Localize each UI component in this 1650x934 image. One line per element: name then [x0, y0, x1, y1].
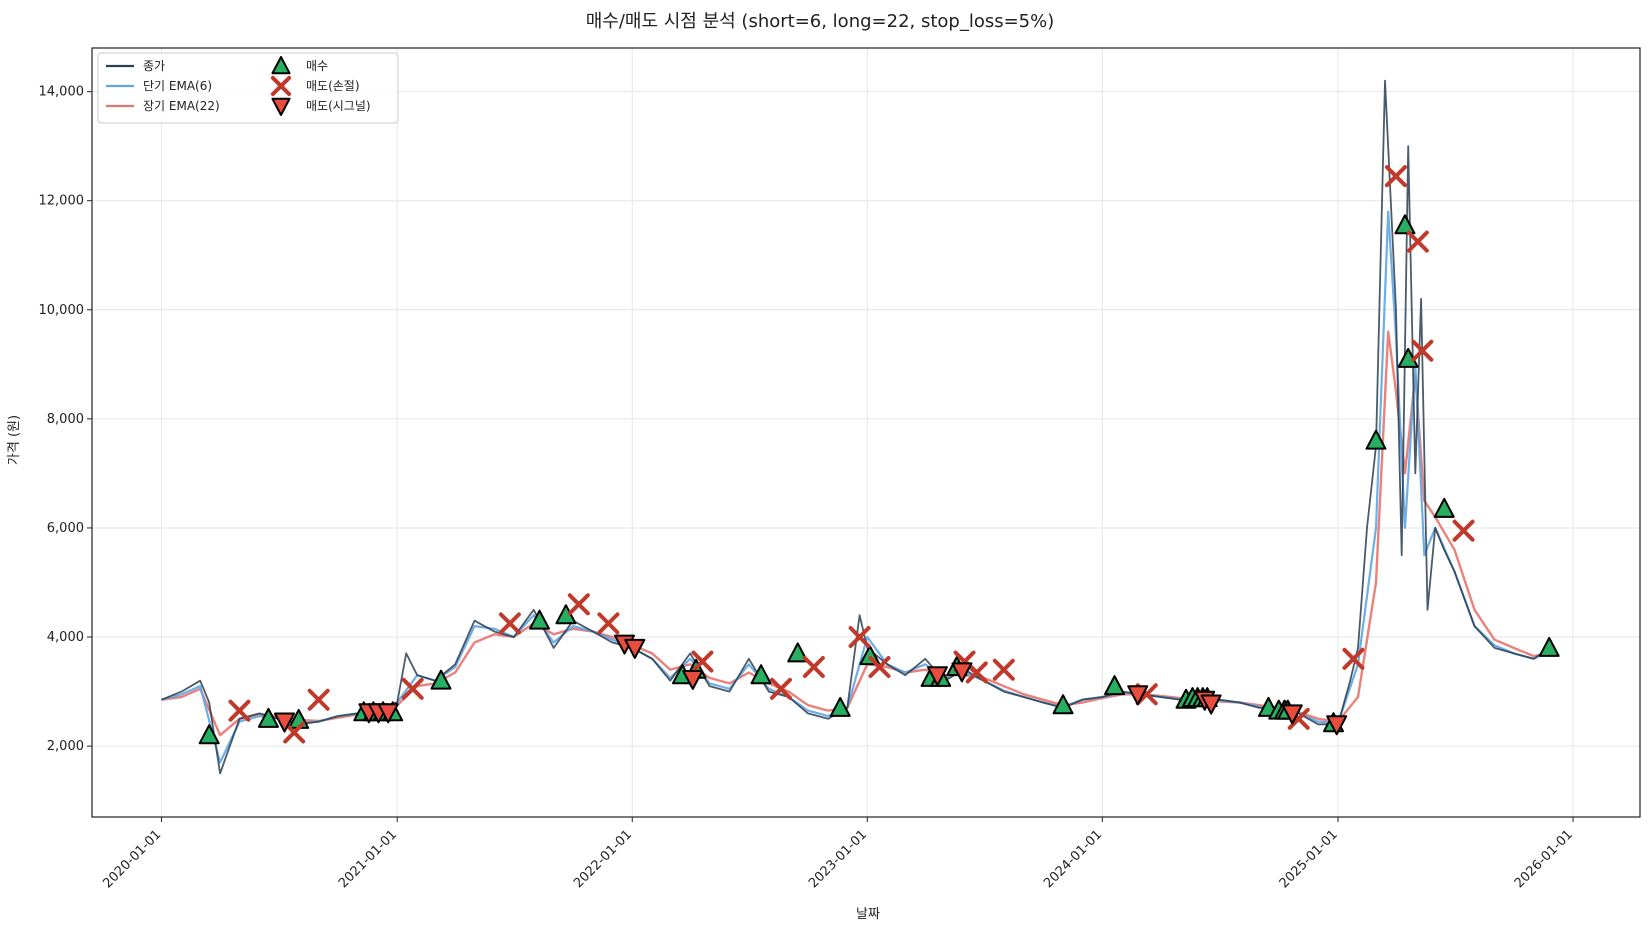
- legend-box: [97, 52, 399, 124]
- buy-marker: [1394, 214, 1416, 235]
- y-tick-label: 10,000: [39, 303, 85, 318]
- stoploss-sell-marker-stroke: [567, 593, 590, 616]
- stoploss-sell-marker-stroke: [1411, 339, 1434, 362]
- y-tick-label: 12,000: [39, 194, 85, 209]
- stoploss-sell-marker-stroke: [283, 721, 306, 744]
- x-tick-label: 2020-01-01: [100, 827, 164, 891]
- x-tick-label: 2023-01-01: [806, 827, 870, 891]
- stoploss-sell-marker-stroke: [307, 688, 330, 711]
- stoploss-sell-marker: [1452, 519, 1475, 542]
- stoploss-sell-marker: [848, 626, 871, 649]
- y-tick-label: 8,000: [47, 412, 84, 427]
- stoploss-sell-marker-stroke: [802, 656, 825, 679]
- x-axis-label: 날짜: [856, 907, 880, 922]
- buy-marker: [1365, 429, 1387, 450]
- stoploss-sell-marker-stroke: [691, 650, 714, 673]
- signal-sell-marker: [682, 670, 704, 691]
- stoploss-sell-marker-stroke: [1342, 647, 1365, 670]
- legend-label: 단기 EMA(6): [143, 79, 212, 93]
- stoploss-sell-marker-stroke: [965, 661, 988, 684]
- stoploss-sell-marker: [802, 656, 825, 679]
- stoploss-sell-marker-stroke: [228, 699, 251, 722]
- x-axis: 2020-01-01 2021-01-01 2022-01-01 2023-01-01…: [100, 817, 1576, 891]
- buy-marker: [257, 707, 279, 728]
- stoploss-sell-marker: [992, 658, 1015, 681]
- buy-marker: [1052, 694, 1074, 715]
- stoploss-sell-marker: [1384, 165, 1407, 188]
- legend-marker-1-stroke: [270, 75, 292, 97]
- buy-marker: [829, 696, 851, 717]
- stoploss-sell-marker: [1342, 647, 1365, 670]
- stoploss-sell-marker-stroke: [1287, 707, 1310, 730]
- x-tick-label: 2021-01-01: [336, 827, 400, 891]
- stoploss-sell-marker-stroke: [1406, 230, 1429, 253]
- stoploss-sell-marker: [1411, 339, 1434, 362]
- stoploss-sell-marker: [868, 656, 891, 679]
- x-tick-label: 2025-01-01: [1277, 827, 1341, 891]
- stoploss-sell-marker-stroke: [1384, 165, 1407, 188]
- signal-sell-marker: [1200, 694, 1222, 715]
- stoploss-sell-marker: [401, 677, 424, 700]
- signal-sell-marker: [1326, 715, 1348, 736]
- legend-label: 매도(손절): [306, 79, 360, 93]
- stoploss-sell-marker-stroke: [868, 656, 891, 679]
- marker-layer: [198, 165, 1560, 745]
- y-tick-label: 6,000: [47, 521, 84, 536]
- stoploss-sell-marker-stroke: [498, 612, 521, 635]
- plot-frame: [91, 47, 1641, 818]
- series-layer: [161, 79, 1550, 775]
- stoploss-sell-marker: [1406, 230, 1429, 253]
- legend-label: 매도(시그널): [306, 99, 371, 113]
- buy-marker: [750, 664, 772, 685]
- legend-label: 종가: [143, 59, 165, 73]
- signal-sell-marker: [926, 666, 948, 687]
- buy-marker: [1538, 636, 1560, 657]
- x-tick-label: 2024-01-01: [1041, 827, 1105, 891]
- legend-marker-0: [271, 56, 291, 75]
- legend-label: 매수: [306, 59, 328, 73]
- stoploss-sell-marker-stroke: [597, 612, 620, 635]
- stoploss-sell-marker-stroke: [848, 626, 871, 649]
- y-axis-label: 가격 (원): [7, 415, 22, 465]
- buy-marker: [529, 609, 551, 630]
- signal-sell-marker: [1127, 685, 1149, 706]
- y-tick-label: 2,000: [47, 739, 84, 754]
- series-line-1: [161, 210, 1550, 764]
- stoploss-sell-marker: [307, 688, 330, 711]
- buy-marker: [1433, 497, 1455, 518]
- stoploss-sell-marker: [691, 650, 714, 673]
- stoploss-sell-marker-stroke: [1452, 519, 1475, 542]
- buy-marker: [198, 724, 220, 745]
- buy-marker: [1104, 675, 1126, 696]
- stoploss-sell-marker: [597, 612, 620, 635]
- x-tick-label: 2022-01-01: [571, 827, 635, 891]
- stoploss-sell-marker-stroke: [992, 658, 1015, 681]
- buy-marker: [430, 669, 452, 690]
- chart-title: 매수/매도 시점 분석 (short=6, long=22, stop_loss…: [586, 11, 1055, 32]
- stoploss-sell-marker-stroke: [401, 677, 424, 700]
- buy-marker: [787, 642, 809, 663]
- series-line-2: [161, 330, 1550, 737]
- x-tick-label: 2026-01-01: [1512, 827, 1576, 891]
- legend-marker-2: [271, 97, 291, 116]
- legend-marker-1: [270, 75, 292, 97]
- y-tick-label: 14,000: [39, 85, 85, 100]
- stoploss-sell-marker: [228, 699, 251, 722]
- signal-sell-marker: [951, 662, 973, 683]
- signal-sell-marker: [274, 712, 296, 733]
- stoploss-sell-marker: [498, 612, 521, 635]
- legend-label: 장기 EMA(22): [143, 99, 220, 113]
- stoploss-sell-marker: [567, 593, 590, 616]
- y-tick-label: 4,000: [47, 630, 84, 645]
- stoploss-sell-marker-stroke: [770, 677, 793, 700]
- y-axis: 2,000 4,000 6,000 8,000 10,000 12,000 14,000: [39, 85, 92, 754]
- series-line-0: [161, 79, 1550, 775]
- signal-sell-marker: [377, 703, 399, 724]
- stoploss-sell-marker: [770, 677, 793, 700]
- signal-sell-marker: [624, 638, 646, 659]
- signal-sell-marker: [1281, 704, 1303, 725]
